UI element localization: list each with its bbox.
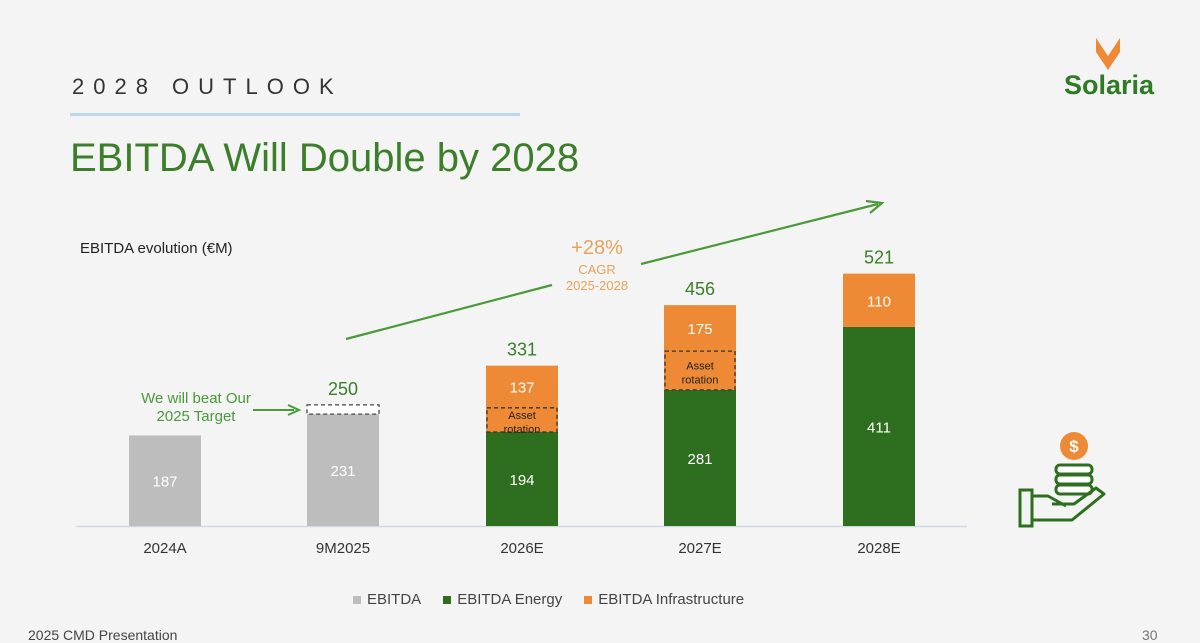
- bar-infrastructure-2028E: [843, 273, 915, 327]
- cagr-value: +28%: [571, 237, 623, 259]
- bar-label-energy-2027E: 281: [687, 451, 712, 468]
- target-arrow-head: [287, 404, 302, 416]
- total-label-2028E: 521: [864, 248, 894, 268]
- bar-label-energy-2026E: 194: [509, 472, 534, 489]
- total-label-2027E: 456: [685, 279, 715, 299]
- x-tick-9M2025: 9M2025: [316, 540, 370, 557]
- x-tick-2026E: 2026E: [500, 540, 543, 557]
- bar-ebitda-2024A: [129, 435, 201, 526]
- money-hand-icon: $: [1018, 432, 1106, 528]
- page-title: EBITDA Will Double by 2028: [70, 136, 580, 180]
- bar-energy-2026E: [486, 432, 558, 526]
- asset-rotation-label-2027E-2: rotation: [682, 375, 719, 387]
- legend-label-infrastructure: EBITDA Infrastructure: [598, 591, 745, 608]
- legend-label-energy: EBITDA Energy: [457, 591, 563, 608]
- bar-infrastructure-2027E: [664, 305, 736, 390]
- legend-item-ebitda: EBITDA: [353, 591, 421, 608]
- svg-text:$: $: [1069, 437, 1079, 456]
- asset-rotation-label-2027E-1: Asset: [686, 361, 714, 373]
- target-note-line-2: 2025 Target: [157, 408, 237, 425]
- legend-swatch-energy: [443, 595, 452, 604]
- bar-infrastructure-2026E: [486, 365, 558, 433]
- bar-energy-2028E: [843, 326, 915, 526]
- legend-swatch-ebitda: [353, 595, 361, 604]
- total-label-2026E: 331: [507, 340, 537, 360]
- bar-ebitda-9M2025: [307, 414, 379, 526]
- target-2025-box: [306, 404, 380, 415]
- legend-item-energy: EBITDA Energy: [443, 591, 562, 608]
- legend-label-ebitda: EBITDA: [367, 591, 422, 608]
- footer-page-number: 30: [1142, 627, 1158, 643]
- x-tick-2027E: 2027E: [678, 540, 721, 557]
- bar-label-energy-2028E: 411: [867, 419, 891, 436]
- bar-label-infrastructure-2026E: 137: [509, 380, 534, 397]
- asset-rotation-label-2026E-1: Asset: [508, 410, 536, 422]
- bar-label-ebitda-9M2025: 231: [330, 463, 355, 480]
- asset-rotation-label-2026E-2: rotation: [504, 424, 541, 436]
- total-label-9M2025: 250: [328, 379, 358, 399]
- asset-rotation-box-2026E: [486, 407, 558, 433]
- target-note-line-1: We will beat Our: [141, 390, 251, 407]
- footer-presentation-name: 2025 CMD Presentation: [28, 627, 178, 643]
- cagr-label: CAGR: [578, 262, 616, 277]
- asset-rotation-box-2027E: [664, 350, 736, 391]
- chart-title: EBITDA evolution (€M): [80, 240, 233, 257]
- section-label: 2028 OUTLOOK: [72, 74, 343, 99]
- bar-energy-2027E: [664, 389, 736, 526]
- cagr-period: 2025-2028: [566, 278, 628, 293]
- growth-arrow-upper: [640, 202, 879, 266]
- x-tick-2024A: 2024A: [143, 540, 186, 557]
- section-underline: [70, 113, 520, 116]
- logo-text: Solaria: [1064, 70, 1155, 100]
- bar-label-infrastructure-2027E: 175: [687, 321, 712, 338]
- legend-item-infrastructure: EBITDA Infrastructure: [584, 591, 744, 608]
- bar-label-ebitda-2024A: 187: [152, 474, 177, 491]
- bar-label-infrastructure-2028E: 110: [867, 293, 891, 310]
- chart-legend: EBITDA EBITDA Energy EBITDA Infrastructu…: [353, 591, 766, 608]
- solaria-logo-icon: [1096, 38, 1120, 70]
- growth-arrow-lower: [345, 283, 553, 341]
- growth-arrow-head: [865, 199, 885, 214]
- x-tick-2028E: 2028E: [857, 540, 900, 557]
- legend-swatch-infrastructure: [584, 595, 593, 604]
